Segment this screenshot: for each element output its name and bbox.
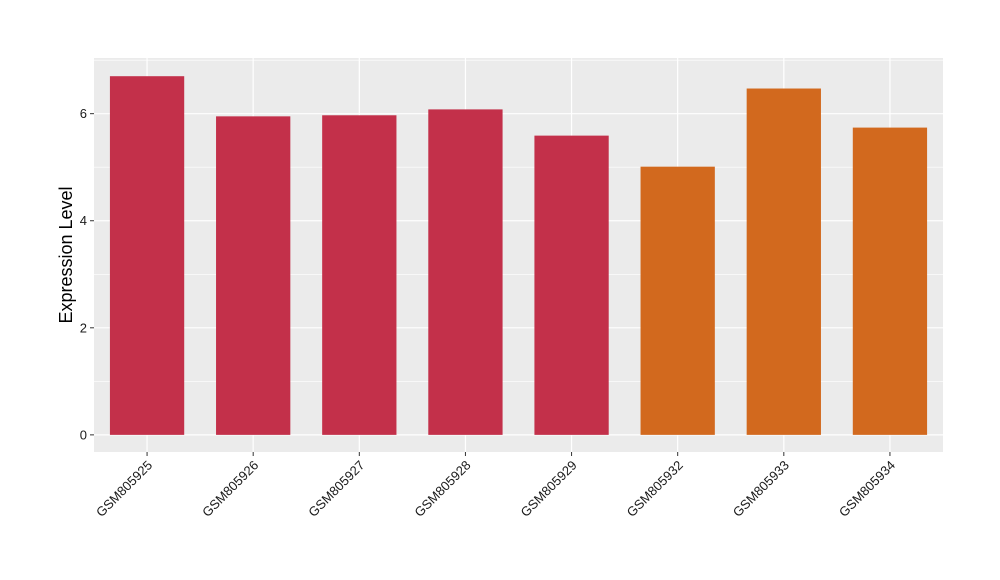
x-tick-label: GSM805926 <box>199 458 261 520</box>
y-axis-title: Expression Level <box>56 186 76 323</box>
x-tick-label: GSM805925 <box>93 458 155 520</box>
x-axis: GSM805925 GSM805926 GSM805927 GSM805928 GSM8… <box>93 452 898 520</box>
bars <box>109 76 928 435</box>
x-tick-label: GSM805927 <box>305 458 367 520</box>
y-tick-label: 2 <box>80 320 87 335</box>
y-tick-label: 0 <box>80 427 87 442</box>
bar <box>428 109 503 435</box>
bar <box>746 88 821 435</box>
x-tick-label: GSM805934 <box>836 458 898 520</box>
bar <box>640 166 715 435</box>
x-tick-label: GSM805933 <box>730 458 792 520</box>
x-tick-label: GSM805932 <box>624 458 686 520</box>
y-tick-label: 6 <box>80 106 87 121</box>
bar <box>109 76 185 435</box>
x-tick-label: GSM805929 <box>517 458 579 520</box>
bar <box>216 116 291 435</box>
x-tick-label: GSM805928 <box>411 458 473 520</box>
bar <box>534 135 609 435</box>
bar <box>322 115 397 435</box>
y-tick-label: 4 <box>80 213 87 228</box>
y-axis: 0 2 4 6 <box>80 106 94 442</box>
bar <box>852 127 928 435</box>
